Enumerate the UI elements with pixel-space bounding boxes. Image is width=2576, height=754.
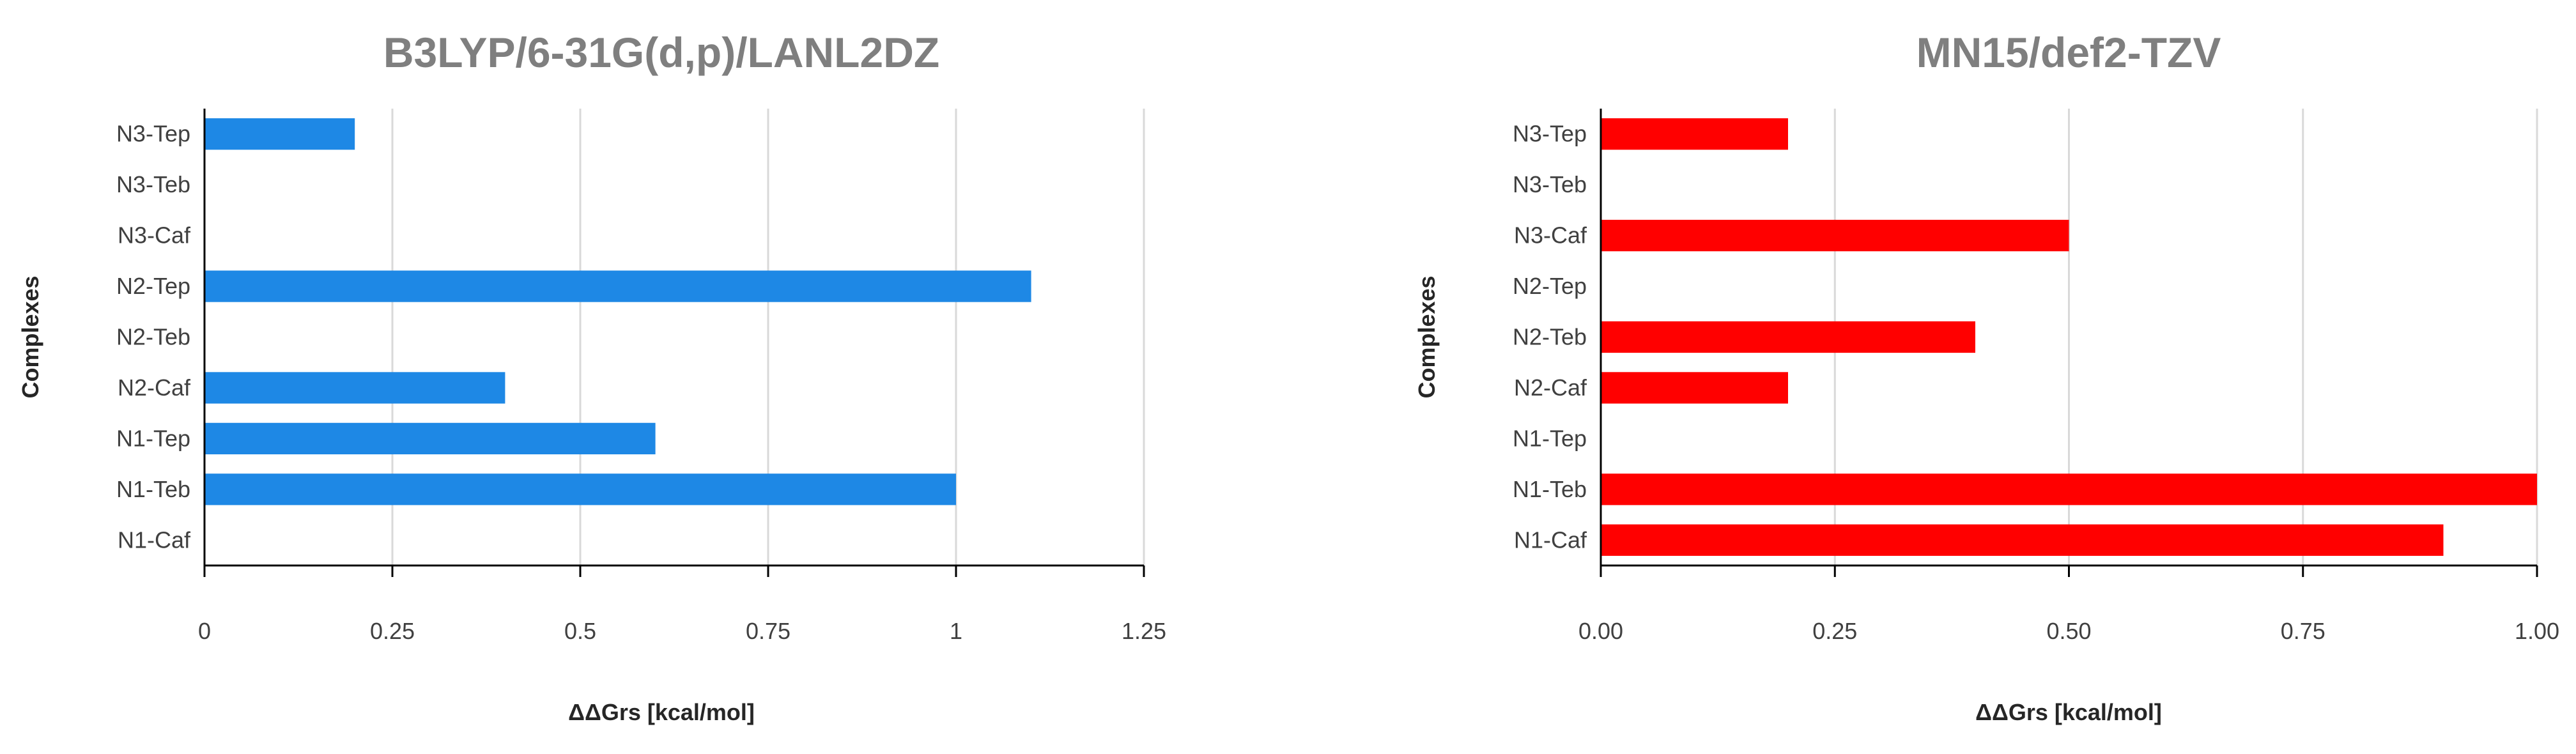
x-tick-label: 0.75 xyxy=(2281,618,2325,644)
x-tick-label: 0.5 xyxy=(564,618,596,644)
category-label: N3-Teb xyxy=(1513,171,1587,197)
category-label: N1-Teb xyxy=(1513,476,1587,502)
bar xyxy=(1601,118,1788,150)
category-label: N1-Teb xyxy=(116,476,190,502)
category-label: N2-Caf xyxy=(118,374,191,401)
category-label: N1-Caf xyxy=(1514,527,1587,553)
x-tick-label: 0.00 xyxy=(1578,618,1623,644)
bar xyxy=(204,473,956,505)
category-label: N2-Caf xyxy=(1514,374,1587,401)
bar xyxy=(1601,321,1975,353)
bar xyxy=(204,422,656,455)
bar xyxy=(204,270,1031,302)
category-label: N1-Caf xyxy=(118,527,191,553)
chart-b3lyp: B3LYP/6-31G(d,p)/LANL2DZ N1-Caf N1-Teb N1-T… xyxy=(17,29,1166,725)
category-label: N2-Tep xyxy=(116,273,190,299)
chart-title: B3LYP/6-31G(d,p)/LANL2DZ xyxy=(383,29,939,76)
category-label: N3-Caf xyxy=(1514,222,1587,249)
x-tick-label: 0.25 xyxy=(1812,618,1857,644)
x-tick-label: 0.50 xyxy=(2046,618,2091,644)
x-tick-label: 1.25 xyxy=(1122,618,1166,644)
y-axis-title: Complexes xyxy=(1414,275,1440,398)
category-label: N2-Tep xyxy=(1513,273,1587,299)
y-axis-title: Complexes xyxy=(17,275,43,398)
category-label: N1-Tep xyxy=(116,425,190,451)
category-label: N3-Tep xyxy=(1513,121,1587,147)
x-tick-label: 0.75 xyxy=(746,618,791,644)
x-tick-label: 0 xyxy=(198,618,211,644)
x-axis-title: ΔΔGrs [kcal/mol] xyxy=(1975,699,2162,725)
chart-title: MN15/def2-TZV xyxy=(1917,29,2221,76)
x-tick-label: 0.25 xyxy=(370,618,415,644)
bar xyxy=(204,372,505,404)
category-label: N3-Tep xyxy=(116,121,190,147)
category-label: N3-Caf xyxy=(118,222,191,249)
bar xyxy=(204,118,355,150)
x-tick-label: 1.00 xyxy=(2515,618,2559,644)
category-label: N3-Teb xyxy=(116,171,190,197)
category-label: N2-Teb xyxy=(116,324,190,350)
category-label: N1-Tep xyxy=(1513,425,1587,451)
bar xyxy=(1601,473,2537,505)
x-axis-title: ΔΔGrs [kcal/mol] xyxy=(568,699,755,725)
category-label: N2-Teb xyxy=(1513,324,1587,350)
bar xyxy=(1601,372,1788,404)
chart-mn15: MN15/def2-TZV N1-Caf N1-Teb N1-Tep N2-Caf N2-… xyxy=(1414,29,2559,725)
bar xyxy=(1601,219,2069,252)
x-tick-label: 1 xyxy=(950,618,962,644)
bar xyxy=(1601,524,2444,556)
